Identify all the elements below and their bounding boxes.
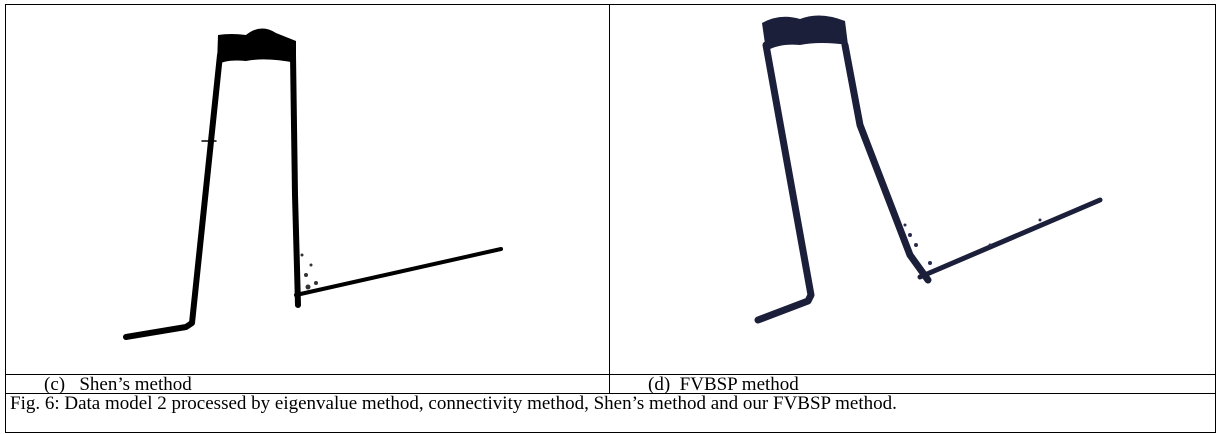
subfigure-label: (d) (648, 374, 670, 395)
subfigure-name: Shen’s method (79, 374, 191, 395)
point-cloud-image (610, 5, 1214, 374)
subfigure-name: FVBSP method (680, 374, 799, 395)
figure-table: (c) Shen’s method (d) FVBSP method Fig. … (5, 4, 1216, 433)
image-cell (610, 5, 1215, 375)
image-cell (6, 5, 610, 375)
figure-caption: Fig. 6: Data model 2 processed by eigenv… (6, 394, 1215, 432)
subfigure-caption: (c) Shen’s method (6, 375, 610, 394)
subfigure-caption: (d) FVBSP method (610, 375, 1215, 394)
point-cloud-image (6, 5, 609, 374)
subfigure-label: (c) (44, 374, 65, 395)
